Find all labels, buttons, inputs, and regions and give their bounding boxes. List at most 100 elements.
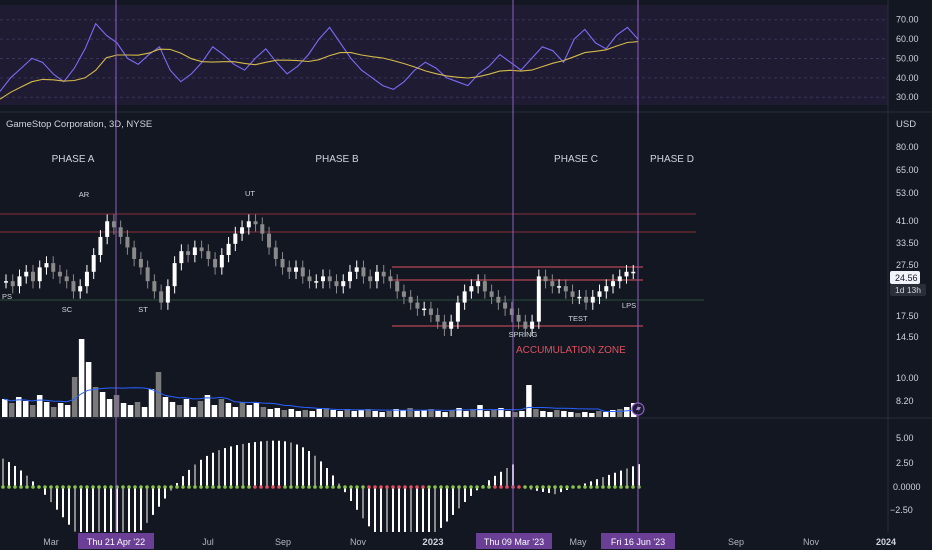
volume-bar xyxy=(295,411,302,417)
squeeze-dot xyxy=(625,485,629,489)
rsi-axis-label: 30.00 xyxy=(896,92,919,102)
squeeze-dot xyxy=(409,485,413,489)
momentum-bar xyxy=(98,487,100,550)
volume-bar xyxy=(218,399,225,417)
momentum-bar xyxy=(194,464,196,487)
momentum-bar xyxy=(632,466,634,487)
volume-bar xyxy=(141,407,148,417)
squeeze-dot xyxy=(319,485,323,489)
momentum-bar xyxy=(260,441,262,487)
squeeze-dot xyxy=(361,485,365,489)
squeeze-dot xyxy=(349,485,353,489)
momentum-bar xyxy=(344,487,346,493)
squeeze-dot xyxy=(469,485,473,489)
price-candle xyxy=(314,281,319,283)
squeeze-dot xyxy=(295,485,299,489)
momentum-bar xyxy=(446,487,448,522)
price-candle xyxy=(287,267,292,272)
squeeze-dot xyxy=(151,485,155,489)
momentum-bar xyxy=(626,468,628,487)
momentum-bar xyxy=(590,481,592,487)
volume-bar xyxy=(547,412,553,417)
rsi-line xyxy=(0,22,639,92)
volume-bar xyxy=(15,397,22,417)
squeeze-dot xyxy=(595,485,599,489)
price-candle xyxy=(294,267,299,272)
volume-bar xyxy=(505,411,511,417)
price-candle xyxy=(401,291,406,297)
volume-bar xyxy=(127,405,134,417)
volume-bar xyxy=(43,402,50,417)
squeeze-dot xyxy=(487,485,491,489)
squeeze-dot xyxy=(157,485,161,489)
momentum-bar xyxy=(596,479,598,487)
phase-b-label: PHASE B xyxy=(315,154,359,165)
price-candle xyxy=(159,291,164,303)
squeeze-dot xyxy=(553,485,557,489)
momentum-bar xyxy=(326,468,328,487)
volume-bar xyxy=(148,389,155,417)
price-candle xyxy=(536,276,541,322)
volume-bar xyxy=(456,408,462,417)
momentum-bar xyxy=(62,487,64,518)
momentum-bar xyxy=(428,487,430,540)
event-label-sc: SC xyxy=(62,305,73,314)
momentum-bar xyxy=(212,452,214,487)
volume-bar xyxy=(64,405,71,417)
price-candle xyxy=(428,308,433,315)
volume-bar xyxy=(183,399,190,417)
volume-bar xyxy=(386,411,392,417)
squeeze-dot xyxy=(85,485,89,489)
time-label: Mar xyxy=(43,537,59,547)
squeeze-dot xyxy=(463,485,467,489)
price-axis-label: 27.50 xyxy=(896,260,919,270)
price-axis-label: 17.50 xyxy=(896,311,919,321)
price-candle xyxy=(624,271,629,277)
price-candle xyxy=(84,271,89,287)
squeeze-dot xyxy=(145,485,149,489)
price-candle xyxy=(24,271,29,277)
squeeze-dot xyxy=(379,485,383,489)
momentum-bar xyxy=(620,470,622,487)
squeeze-dot xyxy=(283,485,287,489)
price-candle xyxy=(138,258,143,268)
momentum-bar xyxy=(134,487,136,537)
squeeze-dot xyxy=(205,485,209,489)
price-axis-label: 65.00 xyxy=(896,165,919,175)
momentum-bar xyxy=(56,487,58,510)
squeeze-dot xyxy=(481,485,485,489)
momentum-bar xyxy=(50,487,52,503)
squeeze-dot xyxy=(109,485,113,489)
momentum-bar xyxy=(200,459,202,487)
price-axis-label: 33.50 xyxy=(896,238,919,248)
volume-bar xyxy=(288,409,295,417)
volume-bar xyxy=(498,408,504,417)
volume-bar xyxy=(407,408,413,417)
price-candle xyxy=(91,255,96,272)
price-candle xyxy=(482,281,487,292)
momentum-bar xyxy=(8,462,10,487)
momentum-bar xyxy=(278,440,280,487)
squeeze-dot xyxy=(601,485,605,489)
squeeze-dot xyxy=(631,485,635,489)
volume-bar xyxy=(589,413,595,417)
volume-bar xyxy=(253,403,260,417)
volume-bar xyxy=(225,403,232,417)
momentum-bar xyxy=(608,474,610,487)
squeeze-dot xyxy=(523,485,527,489)
squeeze-dot xyxy=(247,485,251,489)
squeeze-dot xyxy=(547,485,551,489)
momentum-bar xyxy=(380,487,382,540)
momentum-bar xyxy=(602,477,604,487)
momentum-bar xyxy=(392,487,394,549)
volume-bar xyxy=(596,411,602,417)
squeeze-dot xyxy=(289,485,293,489)
squeeze-dot xyxy=(589,485,593,489)
price-candle xyxy=(557,286,562,288)
momentum-bar xyxy=(236,445,238,487)
squeeze-dot xyxy=(325,485,329,489)
volume-bar xyxy=(71,377,78,417)
time-axis xyxy=(0,532,932,550)
momentum-bar xyxy=(32,481,34,487)
squeeze-dot xyxy=(79,485,83,489)
